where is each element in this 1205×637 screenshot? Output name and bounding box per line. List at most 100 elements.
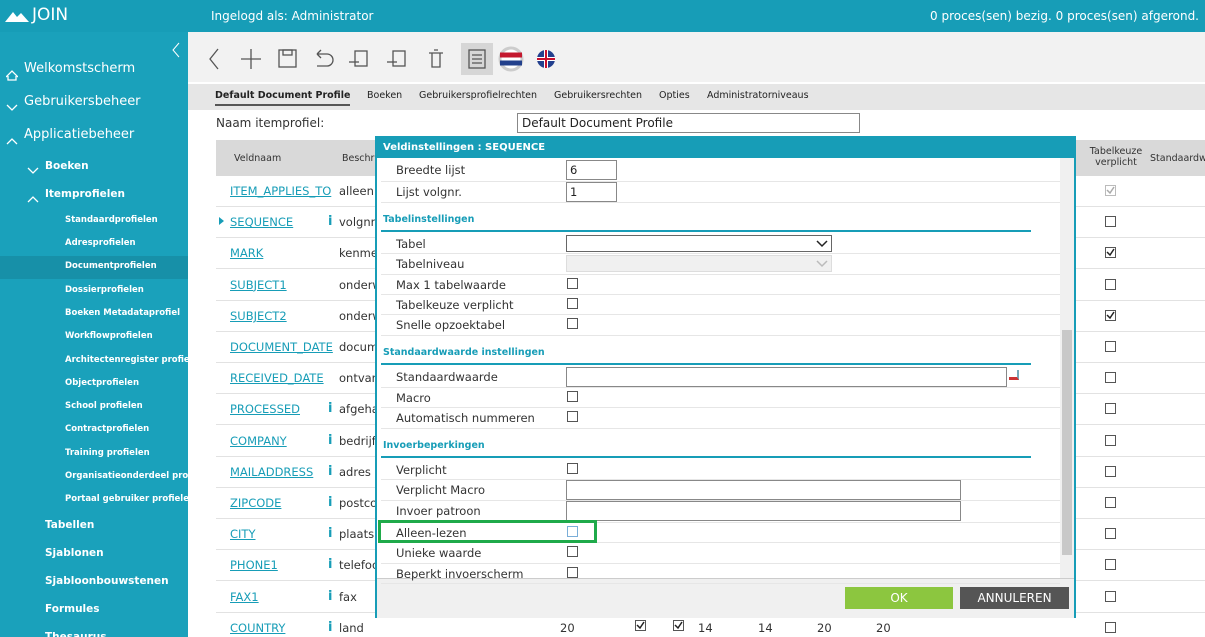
text-input[interactable] xyxy=(566,479,961,500)
field-desc: telefoo xyxy=(339,558,379,573)
checkbox xyxy=(1105,185,1116,196)
field-name[interactable]: MAILADDRESS xyxy=(230,464,314,479)
field-name[interactable]: COUNTRY xyxy=(230,620,286,635)
field-name[interactable]: ITEM_APPLIES_TO xyxy=(230,184,332,198)
nav-item[interactable]: School profielen xyxy=(65,401,143,412)
field-desc: plaats xyxy=(339,527,375,542)
checkbox[interactable] xyxy=(1105,559,1116,571)
nav-item[interactable]: Workflowprofielen xyxy=(65,331,153,342)
checkbox[interactable] xyxy=(1105,341,1116,352)
ok-button[interactable]: OK xyxy=(845,587,953,609)
info-icon[interactable]: i xyxy=(328,495,333,510)
dialog-title: Veldinstellingen : SEQUENCE xyxy=(377,138,1074,158)
tab[interactable]: Opties xyxy=(659,90,690,101)
nav-item[interactable]: Portaal gebruiker profielen xyxy=(65,494,196,505)
field-name[interactable]: SUBJECT2 xyxy=(230,308,287,323)
checkbox[interactable] xyxy=(1105,216,1116,228)
info-icon[interactable]: i xyxy=(328,588,333,604)
checkbox[interactable] xyxy=(1105,372,1116,384)
nav-item[interactable]: Boeken Metadataprofiel xyxy=(65,307,181,318)
checkbox[interactable] xyxy=(567,391,578,402)
cell-value: 14 xyxy=(758,620,773,635)
field-name[interactable]: DOCUMENT_DATE xyxy=(230,340,333,354)
info-icon[interactable]: i xyxy=(328,432,333,448)
checkbox[interactable] xyxy=(1105,497,1116,508)
nav-item[interactable]: Sjabloonbouwstenen xyxy=(45,574,169,587)
field-name[interactable]: PHONE1 xyxy=(230,558,278,573)
tab[interactable]: Boeken xyxy=(367,90,403,101)
collapse[interactable] xyxy=(170,42,182,58)
nav-item[interactable]: Thesaurus xyxy=(45,630,107,637)
checkbox[interactable] xyxy=(1105,403,1116,415)
column-header: Tabelkeuze verplicht xyxy=(1089,146,1143,168)
checkbox[interactable] xyxy=(567,566,578,578)
field-name[interactable]: FAX1 xyxy=(230,589,259,604)
nav-item[interactable]: Documentprofielen xyxy=(65,261,157,272)
logo-icon xyxy=(5,12,29,22)
nav-item[interactable]: Formules xyxy=(45,602,100,615)
checkbox[interactable] xyxy=(1105,434,1116,446)
row-line xyxy=(381,562,1060,564)
checkbox[interactable] xyxy=(567,277,578,289)
text-input[interactable] xyxy=(566,366,1007,387)
tab[interactable]: Gebruikersprofielrechten xyxy=(419,90,538,101)
field-desc: onderw xyxy=(339,308,382,323)
checkbox[interactable] xyxy=(1105,465,1116,477)
field-name[interactable]: CITY xyxy=(230,527,256,542)
nav-item[interactable]: Adresprofielen xyxy=(65,238,136,248)
info-icon[interactable]: i xyxy=(328,526,333,542)
nav-item[interactable]: Tabellen xyxy=(45,518,95,531)
scroll-thumb[interactable] xyxy=(1062,330,1072,555)
field-name[interactable]: MARK xyxy=(230,246,264,261)
field-name[interactable]: PROCESSED xyxy=(230,402,300,417)
text-input[interactable] xyxy=(566,501,961,522)
tab[interactable]: Gebruikersrechten xyxy=(554,90,643,101)
checkbox[interactable] xyxy=(1105,528,1116,540)
nav-item[interactable]: Itemprofielen xyxy=(45,187,125,200)
tab[interactable]: Default Document Profile xyxy=(215,90,351,106)
nav-item[interactable]: Gebruikersbeheer xyxy=(24,94,141,110)
form-input[interactable]: Default Document Profile xyxy=(517,113,860,133)
checkbox[interactable] xyxy=(635,619,646,631)
nav-item[interactable]: Architectenregister profiel xyxy=(65,354,193,365)
nav-item[interactable]: Organisatieonderdeel profielen xyxy=(65,471,216,481)
scrollbar[interactable] xyxy=(1060,158,1074,578)
nav-item[interactable]: Welkomstscherm xyxy=(24,61,136,77)
checkbox[interactable] xyxy=(567,525,578,537)
nav-item[interactable]: Standaardprofielen xyxy=(65,214,158,225)
tab[interactable]: Administratorniveaus xyxy=(707,90,809,101)
info-icon[interactable]: i xyxy=(328,214,333,230)
nav-item[interactable]: Objectprofielen xyxy=(65,377,140,388)
info-icon[interactable]: i xyxy=(328,463,333,479)
checkbox[interactable] xyxy=(673,619,684,631)
checkbox[interactable] xyxy=(1105,247,1116,259)
field-name[interactable]: RECEIVED_DATE xyxy=(230,371,324,386)
checkbox[interactable] xyxy=(1105,278,1116,290)
checkbox[interactable] xyxy=(1105,621,1116,633)
checkbox[interactable] xyxy=(567,411,578,423)
text-input[interactable]: 1 xyxy=(566,181,617,202)
select[interactable] xyxy=(566,235,832,252)
nav-item[interactable]: Boeken xyxy=(45,159,89,172)
nav-item[interactable]: Sjablonen xyxy=(45,546,104,559)
text-input[interactable]: 6 xyxy=(566,160,617,180)
checkbox[interactable] xyxy=(567,297,578,309)
cancel-button[interactable]: ANNULEREN xyxy=(960,587,1069,609)
nav-item[interactable]: Applicatiebeheer xyxy=(24,127,135,143)
field-name[interactable]: COMPANY xyxy=(230,433,287,448)
info-icon[interactable]: i xyxy=(328,619,333,635)
nav-item[interactable]: Contractprofielen xyxy=(65,424,150,435)
field-name[interactable]: SUBJECT1 xyxy=(230,277,287,292)
nav-item[interactable]: Dossierprofielen xyxy=(65,284,144,295)
checkbox[interactable] xyxy=(567,318,578,330)
dialog: Veldinstellingen : SEQUENCE OK ANNULEREN… xyxy=(375,136,1076,618)
info-icon[interactable]: i xyxy=(328,557,333,573)
checkbox[interactable] xyxy=(1105,309,1116,321)
checkbox[interactable] xyxy=(567,546,578,558)
nav-item[interactable]: Training profielen xyxy=(65,447,150,458)
checkbox[interactable] xyxy=(1105,590,1116,602)
checkbox[interactable] xyxy=(567,462,578,474)
field-name[interactable]: SEQUENCE xyxy=(230,215,294,230)
info-icon[interactable]: i xyxy=(328,401,333,417)
field-name[interactable]: ZIPCODE xyxy=(230,496,282,510)
